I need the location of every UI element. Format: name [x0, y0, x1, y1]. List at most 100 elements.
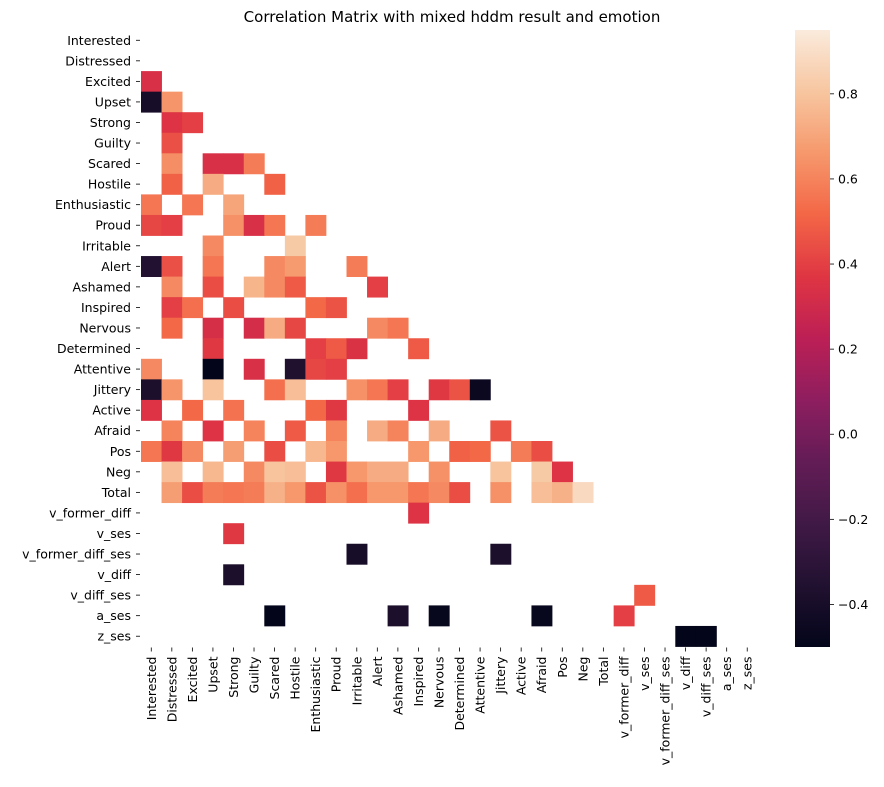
colorbar-tick-label: 0.0 — [838, 427, 858, 442]
heatmap-cell-Pos-Scared — [264, 441, 286, 462]
heatmap-cell-Total-Distressed — [161, 482, 183, 504]
heatmap-cell-Neg-Jittery — [490, 461, 512, 483]
heatmap-cell-Neg-Upset — [202, 461, 224, 483]
heatmap-cell-Nervous-Guilty — [243, 317, 265, 339]
colorbar-tick-label: 0.6 — [838, 171, 858, 186]
heatmap-cell-Jittery-Hostile — [284, 379, 306, 401]
heatmap-cell-Jittery-Ashamed — [387, 379, 409, 401]
heatmap-cell-Irritable-Hostile — [284, 235, 306, 257]
heatmap-cell-Afraid-Proud — [325, 420, 347, 442]
heatmap-cell-Alert-Distressed — [161, 256, 183, 277]
heatmap-cell-Upset-Distressed — [161, 91, 183, 113]
heatmap-cell-Strong-Excited — [182, 112, 204, 134]
heatmap-cell-Afraid-Ashamed — [387, 420, 409, 442]
x-tick-label: Determined — [452, 657, 467, 731]
heatmap-cell-v_former_diff_ses-Jittery — [490, 543, 512, 565]
heatmap-cell-Active-Excited — [182, 399, 204, 421]
heatmap-cell-Proud-Distressed — [161, 214, 183, 236]
heatmap-cell-a_ses-v_former_diff — [613, 605, 635, 627]
heatmap-cell-Neg-Irritable — [346, 461, 368, 483]
y-tick-label: v_former_diff_ses — [22, 547, 131, 562]
heatmap-cell-Strong-Distressed — [161, 112, 183, 134]
heatmap-cell-Excited-Interested — [141, 71, 162, 93]
y-tick-label: Hostile — [88, 177, 131, 192]
heatmap-cell-a_ses-Nervous — [428, 605, 450, 627]
heatmap-cell-Hostile-Upset — [202, 173, 224, 195]
heatmap-cell-Pos-Attentive — [469, 441, 491, 462]
heatmap-cell-Inspired-Strong — [223, 297, 245, 319]
heatmap-cell-Proud-Enthusiastic — [305, 214, 327, 236]
y-tick-label: v_diff — [97, 567, 131, 582]
heatmap-cell-v_former_diff-Inspired — [408, 502, 430, 524]
heatmap-cell-Pos-Determined — [449, 441, 471, 462]
heatmap-cell-Total-Proud — [325, 482, 347, 504]
x-tick-label: v_ses — [637, 657, 652, 691]
y-tick-label: Neg — [106, 464, 131, 479]
heatmap-cell-Jittery-Alert — [367, 379, 388, 401]
colorbar — [795, 30, 830, 647]
y-tick-label: Afraid — [94, 423, 131, 438]
heatmap-cell-Scared-Upset — [202, 153, 224, 175]
heatmap-cell-Alert-Irritable — [346, 256, 368, 277]
y-tick-label: Guilty — [94, 136, 131, 151]
heatmap-cell-Total-Inspired — [408, 482, 430, 504]
x-tick-label: v_diff — [678, 656, 693, 690]
y-tick-label: Alert — [101, 259, 131, 274]
heatmap-cell-a_ses-Ashamed — [387, 605, 409, 627]
y-tick-label: Nervous — [79, 320, 131, 335]
x-tick-label: Attentive — [473, 656, 488, 714]
heatmap-cell-Pos-Active — [510, 441, 532, 462]
y-axis-tick-labels: Interested Distressed Excited Upset Strong Gu… — [22, 33, 140, 644]
heatmap-cell-Enthusiastic-Interested — [141, 194, 162, 216]
x-tick-label: Strong — [226, 657, 241, 698]
x-tick-label: Hostile — [288, 656, 303, 699]
x-tick-label: Interested — [144, 657, 159, 721]
heatmap-cell-Ashamed-Scared — [264, 276, 286, 298]
y-tick-label: Scared — [88, 156, 131, 171]
heatmap-cell-Determined-Enthusiastic — [305, 338, 327, 360]
heatmap-cell-Total-Pos — [552, 482, 573, 504]
heatmap-cell-Active-Enthusiastic — [305, 399, 327, 421]
y-tick-label: Inspired — [81, 300, 131, 315]
heatmap-cell-Jittery-Interested — [141, 379, 162, 401]
heatmap-cell-Total-Excited — [182, 482, 204, 504]
y-tick-label: Irritable — [82, 238, 131, 253]
y-tick-label: Active — [92, 403, 131, 418]
heatmap-cell-Alert-Interested — [141, 256, 162, 277]
heatmap-cell-Total-Jittery — [490, 482, 512, 504]
heatmap-cell-Active-Strong — [223, 399, 245, 421]
heatmap-cell-Neg-Pos — [552, 461, 573, 483]
heatmap-cell-Scared-Guilty — [243, 153, 265, 175]
heatmap-cell-Total-Scared — [264, 482, 286, 504]
heatmap-cell-Neg-Hostile — [284, 461, 306, 483]
heatmap-cell-Hostile-Distressed — [161, 173, 183, 195]
heatmap-cell-Neg-Proud — [325, 461, 347, 483]
x-tick-label: Total — [596, 657, 611, 687]
heatmap-cell-Alert-Scared — [264, 256, 286, 277]
colorbar-tick-label: −0.2 — [838, 512, 868, 527]
y-tick-label: Distressed — [65, 53, 131, 68]
heatmap-cell-Scared-Strong — [223, 153, 245, 175]
heatmap-cell-Attentive-Hostile — [284, 358, 306, 380]
heatmap-cell-Hostile-Scared — [264, 173, 286, 195]
x-tick-label: z_ses — [740, 657, 755, 691]
heatmap-cell-Upset-Interested — [141, 91, 162, 113]
heatmap-cell-Total-Nervous — [428, 482, 450, 504]
heatmap-cell-Neg-Alert — [367, 461, 388, 483]
x-tick-label: a_ses — [719, 657, 734, 692]
colorbar-ticks: −0.4 −0.2 0.0 0.2 0.4 0.6 0.8 — [830, 86, 868, 612]
heatmap-cell-Afraid-Alert — [367, 420, 388, 442]
heatmap-cell-Neg-Ashamed — [387, 461, 409, 483]
y-tick-label: Jittery — [93, 382, 132, 397]
heatmap-cell-Proud-Scared — [264, 214, 286, 236]
heatmap-cell-Nervous-Distressed — [161, 317, 183, 339]
x-tick-label: v_diff_ses — [699, 657, 714, 718]
heatmap-cell-Determined-Inspired — [408, 338, 430, 360]
heatmap-cell-Active-Inspired — [408, 399, 430, 421]
heatmap-cell-v_diff_ses-v_ses — [634, 584, 656, 606]
heatmap-cell-Total-Irritable — [346, 482, 368, 504]
heatmap-cell-Pos-Distressed — [161, 441, 183, 462]
x-tick-label: Distressed — [164, 657, 179, 723]
heatmap-cell-Total-Hostile — [284, 482, 306, 504]
